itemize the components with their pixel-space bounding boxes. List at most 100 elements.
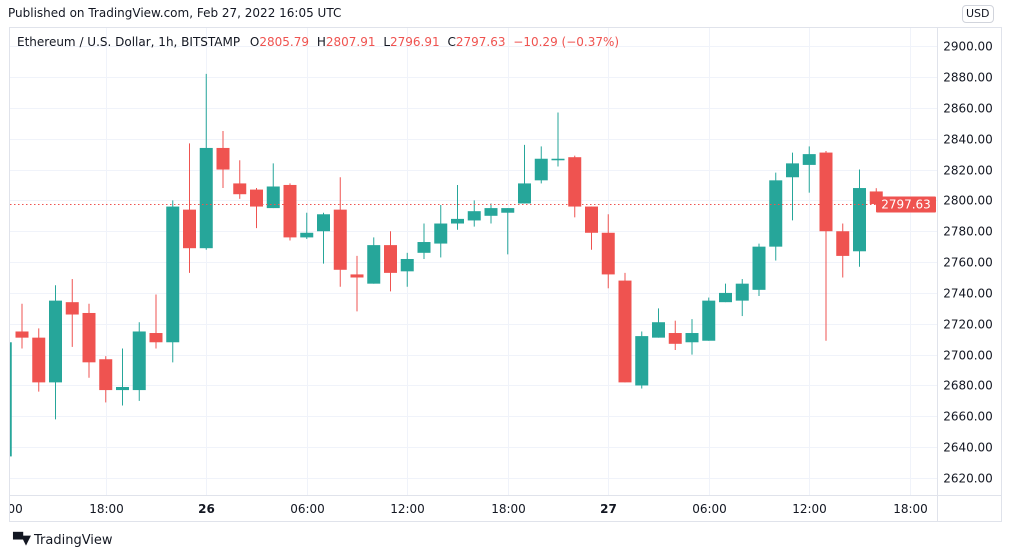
y-tick-label: 2640.00 (943, 441, 993, 455)
candle-body (484, 208, 498, 216)
candle-body (601, 232, 615, 275)
y-tick-label: 2660.00 (943, 410, 993, 424)
currency-button[interactable]: USD (962, 5, 994, 23)
candle-body (836, 231, 850, 256)
candle-down (819, 151, 833, 341)
legend-low-value: 2796.91 (390, 35, 440, 49)
candle-body (802, 154, 816, 165)
candle-body (333, 209, 347, 270)
candle-up (534, 146, 548, 184)
candle-body (786, 163, 799, 178)
candle-down (668, 320, 682, 350)
legend-close-value: 2797.63 (456, 35, 506, 49)
x-tick-label: 06:00 (692, 502, 727, 516)
candle-up (786, 152, 799, 221)
candle-body (32, 337, 46, 383)
candle-down (618, 272, 632, 383)
candle-up (752, 243, 766, 297)
candle-body (668, 333, 682, 344)
y-tick-label: 2680.00 (943, 379, 993, 393)
x-tick-label: 12:00 (792, 502, 827, 516)
candle-up (166, 200, 180, 363)
candle-up (451, 184, 464, 230)
candle-body (367, 245, 381, 284)
chart-frame (9, 27, 1002, 522)
y-tick-label: 2800.00 (943, 194, 993, 208)
candle-down (585, 206, 598, 250)
candle-body (250, 189, 263, 207)
candle-up (719, 283, 732, 303)
candle-body (769, 180, 783, 247)
candle-down (350, 255, 364, 312)
candle-down (82, 303, 96, 378)
last-price-label: 2797.63 (881, 198, 931, 212)
candle-body (853, 188, 866, 252)
candle-down (65, 279, 79, 347)
y-tick-label: 2900.00 (943, 40, 993, 54)
candle-body (585, 206, 598, 233)
candle-body (551, 158, 565, 161)
candle-body (400, 258, 414, 272)
candle-up (735, 279, 749, 317)
last-price-badge (876, 196, 936, 213)
candle-down (149, 294, 163, 349)
x-tick-label: 18:00 (893, 502, 928, 516)
candle-up (300, 212, 314, 239)
legend-close-label: C (447, 35, 455, 49)
footer-brand[interactable]: ▀▼ TradingView (13, 533, 113, 548)
candle-up (199, 73, 213, 250)
candle-body (417, 242, 431, 253)
candle-body (82, 312, 96, 363)
candle-body (15, 331, 29, 338)
time-axis[interactable]: 00:00 18:00 26 06:00 12:00 18:00 27 06:00 12:00 1… (0, 502, 928, 516)
candle-body (568, 157, 582, 207)
candle-body (300, 232, 314, 238)
y-tick-label: 2620.00 (943, 472, 993, 486)
candle-body (635, 336, 649, 386)
candle-down (333, 177, 347, 287)
candle-up (501, 208, 515, 255)
candle-up (635, 331, 649, 389)
legend-change: −10.29 (−0.37%) (513, 35, 619, 49)
candle-up (266, 163, 280, 209)
footer-brand-label: TradingView (34, 533, 113, 548)
tradingview-logo-icon: ▀▼ (13, 533, 31, 548)
x-tick-label: 00:00 (0, 502, 23, 516)
candle-up (400, 252, 414, 287)
legend-open-label: O (250, 35, 259, 49)
candle-up (116, 348, 129, 406)
candle-up (518, 144, 531, 204)
y-tick-label: 2880.00 (943, 71, 993, 85)
candle-up (434, 205, 448, 258)
y-tick-label: 2760.00 (943, 256, 993, 270)
grid-lines (10, 28, 937, 495)
candle-body (518, 183, 531, 204)
x-tick-label: 12:00 (390, 502, 425, 516)
candle-up (802, 146, 816, 193)
candle-body (216, 147, 230, 170)
published-caption: Published on TradingView.com, Feb 27, 20… (8, 6, 342, 20)
candle-body (685, 333, 699, 343)
legend-high-value: 2807.91 (326, 35, 376, 49)
legend-symbol: Ethereum / U.S. Dollar, 1h, BITSTAMP (17, 35, 240, 49)
price-axis[interactable]: 2900.00 2880.00 2860.00 2840.00 2820.00 2800.… (943, 40, 993, 486)
candle-up (652, 308, 665, 338)
candle-down (99, 356, 113, 403)
candle-body (350, 274, 364, 278)
y-tick-label: 2700.00 (943, 349, 993, 363)
candle-body (467, 211, 481, 221)
candle-down (283, 183, 297, 241)
candle-down (15, 303, 29, 349)
candle-down (233, 160, 247, 199)
candle-up (853, 169, 866, 267)
y-tick-label: 2820.00 (943, 164, 993, 178)
y-tick-label: 2720.00 (943, 318, 993, 332)
candle-down (250, 188, 263, 229)
legend: Ethereum / U.S. Dollar, 1h, BITSTAMP O 28… (17, 35, 619, 49)
candle-body (317, 214, 330, 232)
candle-body (819, 152, 833, 232)
candle-body (652, 322, 665, 338)
candle-body (233, 183, 247, 195)
candle-body (501, 208, 515, 213)
